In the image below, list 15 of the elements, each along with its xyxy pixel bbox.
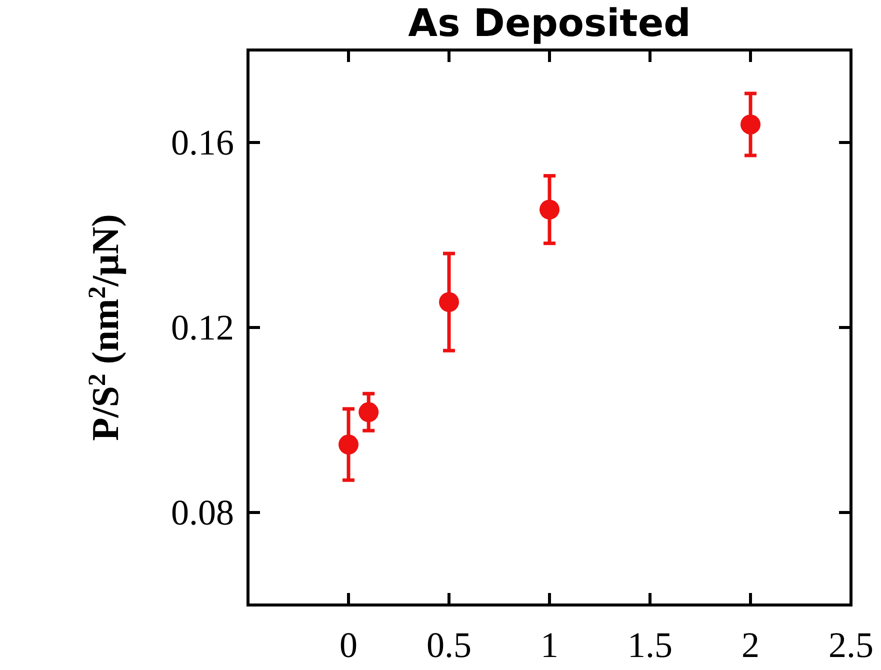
x-tick-label: 0	[340, 625, 358, 665]
point	[439, 292, 459, 312]
point	[540, 200, 560, 220]
x-tick-label: 1	[540, 625, 558, 665]
point	[358, 402, 379, 422]
y-tick-label: 0.08	[171, 492, 234, 532]
x-tick-label: 1.5	[628, 625, 672, 665]
y-tick-label: 0.12	[171, 308, 234, 348]
x-tick-label: 2	[742, 625, 760, 665]
point	[740, 114, 760, 134]
point	[338, 434, 358, 455]
chart-title: As Deposited	[408, 1, 691, 45]
y-tick-label: 0.16	[171, 122, 234, 162]
x-tick-label: 2.5	[828, 625, 874, 665]
x-tick-label: 0.5	[426, 625, 472, 665]
